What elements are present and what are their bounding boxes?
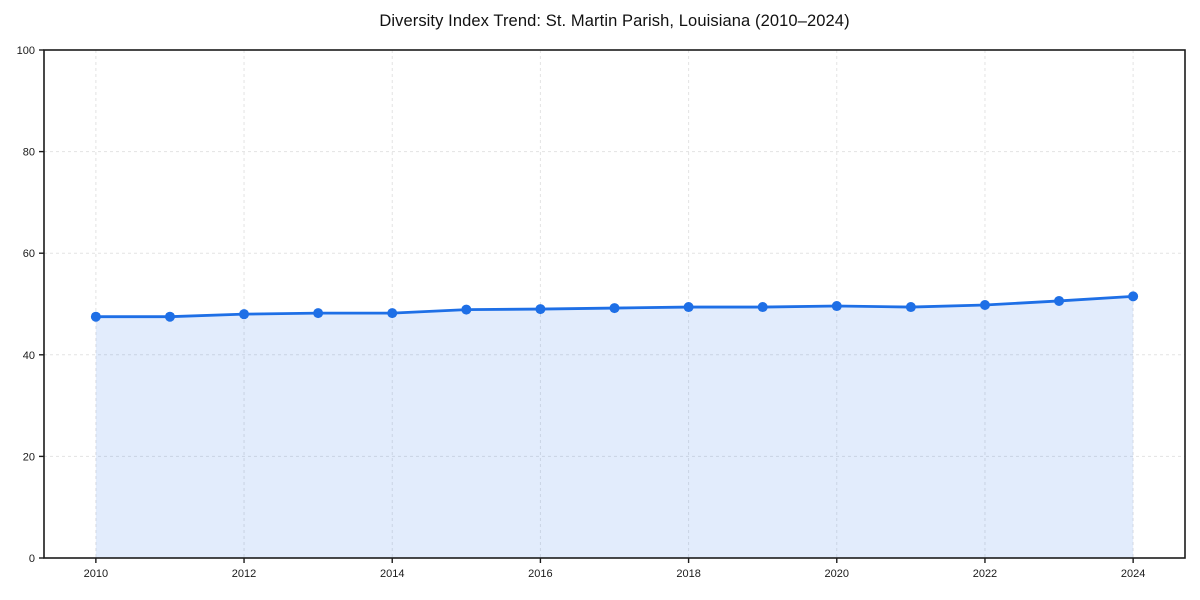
data-point-2010 [90, 311, 101, 322]
x-tick-label: 2024 [1121, 568, 1145, 580]
data-point-2013 [313, 308, 324, 319]
data-point-2021 [905, 302, 916, 313]
y-tick-label: 100 [17, 45, 35, 57]
x-tick-label: 2016 [528, 568, 552, 580]
data-point-2014 [387, 308, 398, 319]
x-tick-label: 2022 [973, 568, 997, 580]
plot-border [43, 49, 1186, 559]
x-tick-label: 2010 [84, 568, 108, 580]
x-tick-label: 2014 [380, 568, 404, 580]
y-tick-label: 20 [23, 451, 35, 463]
data-point-2016 [535, 304, 546, 315]
data-point-2023 [1054, 295, 1065, 306]
area-fill [95, 296, 1134, 558]
data-point-2020 [831, 301, 842, 312]
y-tick-label: 80 [23, 147, 35, 159]
y-tick-label: 40 [23, 350, 35, 362]
y-tick-label: 0 [29, 553, 35, 565]
x-tick-label: 2020 [825, 568, 849, 580]
data-point-2019 [757, 302, 768, 313]
chart-title: Diversity Index Trend: St. Martin Parish… [379, 12, 850, 30]
data-point-2022 [979, 300, 990, 311]
data-point-2017 [609, 303, 620, 314]
x-tick-label: 2012 [232, 568, 256, 580]
data-point-2011 [164, 311, 175, 322]
data-point-2018 [683, 302, 694, 313]
y-tick-label: 60 [23, 248, 35, 260]
data-point-2024 [1128, 291, 1139, 302]
data-point-2012 [239, 309, 250, 320]
data-point-2015 [461, 304, 472, 315]
x-tick-label: 2018 [676, 568, 700, 580]
